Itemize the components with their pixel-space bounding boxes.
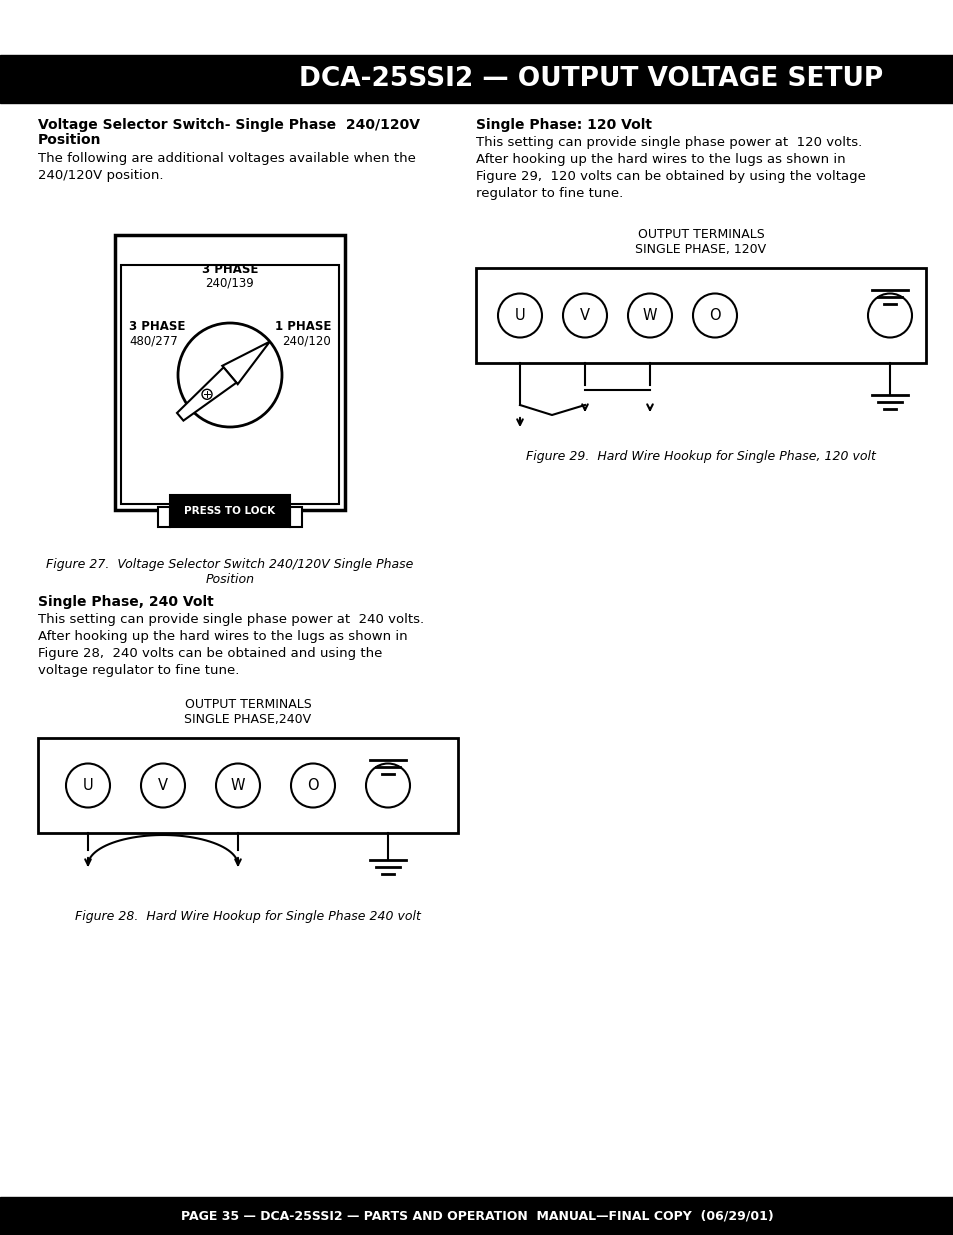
- Text: This setting can provide single phase power at  120 volts.
After hooking up the : This setting can provide single phase po…: [476, 136, 865, 200]
- Text: O: O: [307, 778, 318, 793]
- Text: DCA-25SSI2 — OUTPUT VOLTAGE SETUP: DCA-25SSI2 — OUTPUT VOLTAGE SETUP: [299, 65, 882, 91]
- Text: 3 PHASE: 3 PHASE: [129, 320, 185, 333]
- Text: 3 PHASE: 3 PHASE: [202, 263, 258, 275]
- Text: 240/120: 240/120: [282, 333, 331, 347]
- Circle shape: [627, 294, 671, 337]
- Bar: [158, 508, 170, 527]
- Circle shape: [178, 324, 282, 427]
- Circle shape: [366, 763, 410, 808]
- Bar: [0, 1197, 953, 1235]
- Text: V: V: [158, 778, 168, 793]
- Text: 240/139: 240/139: [206, 277, 254, 290]
- Bar: [290, 508, 302, 527]
- Text: This setting can provide single phase power at  240 volts.
After hooking up the : This setting can provide single phase po…: [38, 613, 424, 677]
- Circle shape: [141, 763, 185, 808]
- Text: V: V: [579, 308, 589, 324]
- Circle shape: [215, 763, 260, 808]
- Bar: [38, 739, 457, 832]
- Circle shape: [291, 763, 335, 808]
- Bar: [115, 235, 345, 510]
- Text: PRESS TO LOCK: PRESS TO LOCK: [184, 506, 275, 516]
- Text: PAGE 35 — DCA-25SSI2 — PARTS AND OPERATION  MANUAL—FINAL COPY  (06/29/01): PAGE 35 — DCA-25SSI2 — PARTS AND OPERATI…: [180, 1209, 773, 1223]
- Circle shape: [66, 763, 110, 808]
- Bar: [121, 266, 338, 504]
- Text: OUTPUT TERMINALS
SINGLE PHASE, 120V: OUTPUT TERMINALS SINGLE PHASE, 120V: [635, 228, 766, 256]
- Bar: [476, 268, 925, 363]
- Text: Position: Position: [38, 133, 101, 147]
- Circle shape: [202, 389, 212, 399]
- Circle shape: [497, 294, 541, 337]
- Circle shape: [867, 294, 911, 337]
- Text: Figure 29.  Hard Wire Hookup for Single Phase, 120 volt: Figure 29. Hard Wire Hookup for Single P…: [525, 450, 875, 463]
- Polygon shape: [177, 367, 236, 421]
- Bar: [170, 495, 290, 527]
- Text: Position: Position: [205, 573, 254, 585]
- Circle shape: [562, 294, 606, 337]
- Text: W: W: [642, 308, 657, 324]
- Text: Figure 27.  Voltage Selector Switch 240/120V Single Phase: Figure 27. Voltage Selector Switch 240/1…: [47, 558, 414, 571]
- Text: The following are additional voltages available when the
240/120V position.: The following are additional voltages av…: [38, 152, 416, 182]
- Text: U: U: [515, 308, 525, 324]
- Text: 1 PHASE: 1 PHASE: [274, 320, 331, 333]
- Text: Single Phase, 240 Volt: Single Phase, 240 Volt: [38, 595, 213, 609]
- Text: Voltage Selector Switch- Single Phase  240/120V: Voltage Selector Switch- Single Phase 24…: [38, 119, 419, 132]
- Text: W: W: [231, 778, 245, 793]
- Text: 480/277: 480/277: [129, 333, 177, 347]
- Text: U: U: [83, 778, 93, 793]
- Text: OUTPUT TERMINALS
SINGLE PHASE,240V: OUTPUT TERMINALS SINGLE PHASE,240V: [184, 698, 312, 726]
- Circle shape: [692, 294, 737, 337]
- Polygon shape: [222, 342, 270, 384]
- Text: Single Phase: 120 Volt: Single Phase: 120 Volt: [476, 119, 651, 132]
- Text: O: O: [708, 308, 720, 324]
- Text: Figure 28.  Hard Wire Hookup for Single Phase 240 volt: Figure 28. Hard Wire Hookup for Single P…: [75, 910, 420, 923]
- Bar: [0, 56, 953, 103]
